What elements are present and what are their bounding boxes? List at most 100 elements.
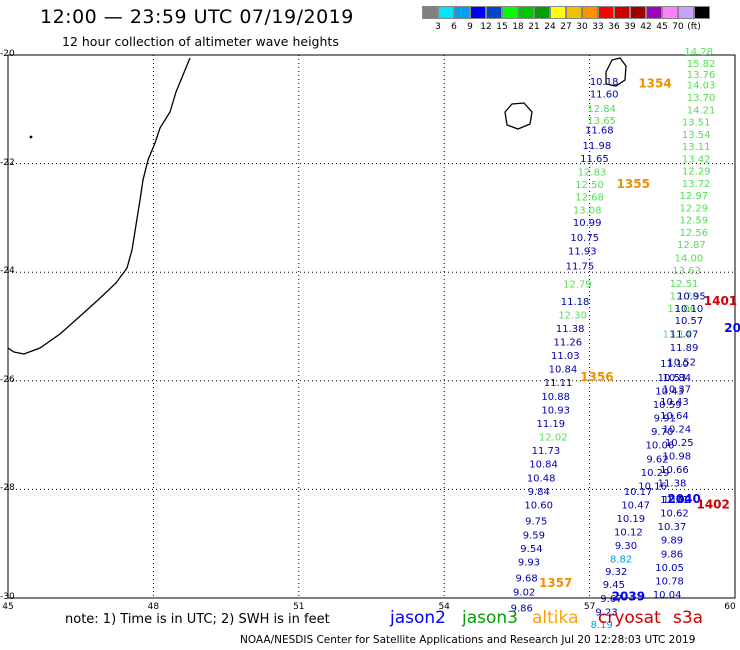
wave-height-value: 10.48: [527, 473, 556, 484]
pass-time-label: 1401: [704, 294, 737, 308]
wave-height-value: 15.82: [687, 59, 716, 70]
pass-time-label: 20: [724, 321, 740, 335]
wave-height-value: 9.32: [605, 567, 627, 578]
wave-height-value: 10.29: [641, 468, 670, 479]
pass-time-label: 1355: [617, 177, 650, 191]
wave-height-value: 12.79: [563, 279, 592, 290]
wave-height-value: 9.84: [528, 487, 550, 498]
x-tick-label: 45: [2, 602, 14, 612]
wave-height-value: 12.29: [679, 203, 708, 214]
wave-height-value: 14.00: [675, 253, 704, 264]
colorbar-swatch: [422, 6, 438, 19]
wave-height-value: 10.84: [549, 365, 578, 376]
wave-height-value: 10.06: [646, 441, 675, 452]
track-time-labels: 1354 1355 1356 1357 2040 2039 20 1402 1401: [539, 77, 740, 604]
wave-height-value: 12.84: [587, 104, 616, 115]
wave-height-value: 12.83: [578, 168, 607, 179]
colorbar-swatch: [582, 6, 598, 19]
wave-height-value: 10.25: [665, 438, 694, 449]
wave-height-value: 9.30: [615, 541, 637, 552]
wave-height-value: 12.29: [682, 166, 711, 177]
y-tick-label: -24: [0, 266, 15, 277]
wave-height-value: 10.17: [624, 487, 653, 498]
wave-height-value: 12.50: [575, 180, 604, 191]
y-tick-label: -20: [0, 49, 15, 59]
small-island: [29, 135, 33, 139]
map-grid: [7, 54, 736, 599]
colorbar-tick-label: 12: [480, 22, 492, 32]
pass-time-label: 2040: [667, 492, 700, 506]
colorbar-tick-label: 9: [467, 22, 473, 32]
colorbar-tick-label: 70: [672, 22, 684, 32]
colorbar-tick-label: 30: [576, 22, 588, 32]
colorbar-tick-label: 24: [544, 22, 556, 32]
wave-height-value: 10.78: [655, 576, 684, 587]
wave-height-value: 10.43: [660, 397, 689, 408]
legend-cryosat: cryosat: [598, 608, 661, 628]
wave-height-value: 10.60: [524, 500, 553, 511]
wave-height-value: 10.99: [573, 218, 602, 229]
wave-height-value: 9.70: [651, 427, 673, 438]
x-tick-label: 57: [583, 602, 596, 612]
wave-height-value: 13.42: [682, 155, 711, 166]
wave-height-value: 10.24: [663, 424, 692, 435]
wave-height-value: 10.88: [541, 392, 570, 403]
wave-height-value: 10.12: [614, 528, 643, 539]
wave-height-value: 10.59: [653, 400, 682, 411]
x-tick-label: 48: [147, 602, 160, 612]
wave-height-value: 11.98: [583, 141, 612, 152]
wave-height-value: 9.23: [595, 607, 617, 618]
wave-height-value: 10.57: [675, 316, 704, 327]
wave-height-value: 9.68: [515, 574, 537, 585]
wave-height-value: 10.52: [667, 358, 696, 369]
wave-height-value: 9.62: [646, 454, 668, 465]
colorbar-swatch: [598, 6, 614, 19]
y-tick-label: -22: [0, 157, 15, 168]
wave-height-value: 12.78: [670, 291, 699, 302]
x-tick-label: 60: [724, 602, 736, 612]
pass-time-label: 2039: [612, 590, 645, 604]
wave-height-value: 8.19: [591, 620, 613, 631]
wave-height-value: 12.97: [679, 191, 708, 202]
wave-height-value: 13.08: [573, 206, 602, 217]
legend-s3a: s3a: [673, 608, 704, 628]
colorbar-tick-label: 21: [528, 22, 540, 32]
wave-height-value: 11.07: [670, 329, 699, 340]
colorbar-tick-label: (ft): [687, 22, 701, 32]
wave-height-value: 11.26: [553, 338, 582, 349]
wave-height-value: 9.86: [511, 604, 533, 615]
wave-height-value: 10.84: [663, 373, 692, 384]
wave-height-value: 12.30: [558, 310, 587, 321]
colorbar-tick-label: 3: [435, 22, 441, 32]
wave-height-value: 11.71: [660, 495, 689, 506]
wave-height-value: 9.75: [525, 517, 547, 528]
wave-height-value: 9.91: [654, 414, 676, 425]
colorbar-tick-label: 15: [496, 22, 508, 32]
colorbar-tick-label: 36: [608, 22, 620, 32]
wave-height-value: 12.87: [677, 240, 706, 251]
wave-height-value: 12.68: [575, 193, 604, 204]
wave-height-value: 10.04: [653, 590, 682, 601]
wave-height-value: 11.38: [556, 324, 585, 335]
wave-height-value: 11.03: [551, 351, 580, 362]
x-tick-label: 51: [293, 602, 305, 612]
pass-time-label: 1402: [696, 497, 729, 511]
wave-height-value: 13.65: [587, 116, 616, 127]
colorbar-swatch: [502, 6, 518, 19]
wave-height-value: 10.93: [541, 405, 570, 416]
y-tick-label: -26: [0, 374, 15, 385]
y-tick-label: -28: [0, 483, 15, 494]
wave-height-value: 12.02: [539, 433, 568, 444]
colorbar-swatch: [694, 6, 710, 19]
pass-time-label: 1354: [638, 77, 671, 91]
wave-height-value: 9.45: [603, 580, 625, 591]
wave-height-value: 9.54: [520, 544, 542, 555]
wave-height-value: 10.16: [638, 481, 667, 492]
wave-height-value: 10.53: [658, 373, 687, 384]
colorbar-tick-label: 42: [640, 22, 652, 32]
wave-height-value: 13.51: [682, 118, 711, 129]
wave-height-value: 13.70: [687, 93, 716, 104]
colorbar-swatch: [678, 6, 694, 19]
